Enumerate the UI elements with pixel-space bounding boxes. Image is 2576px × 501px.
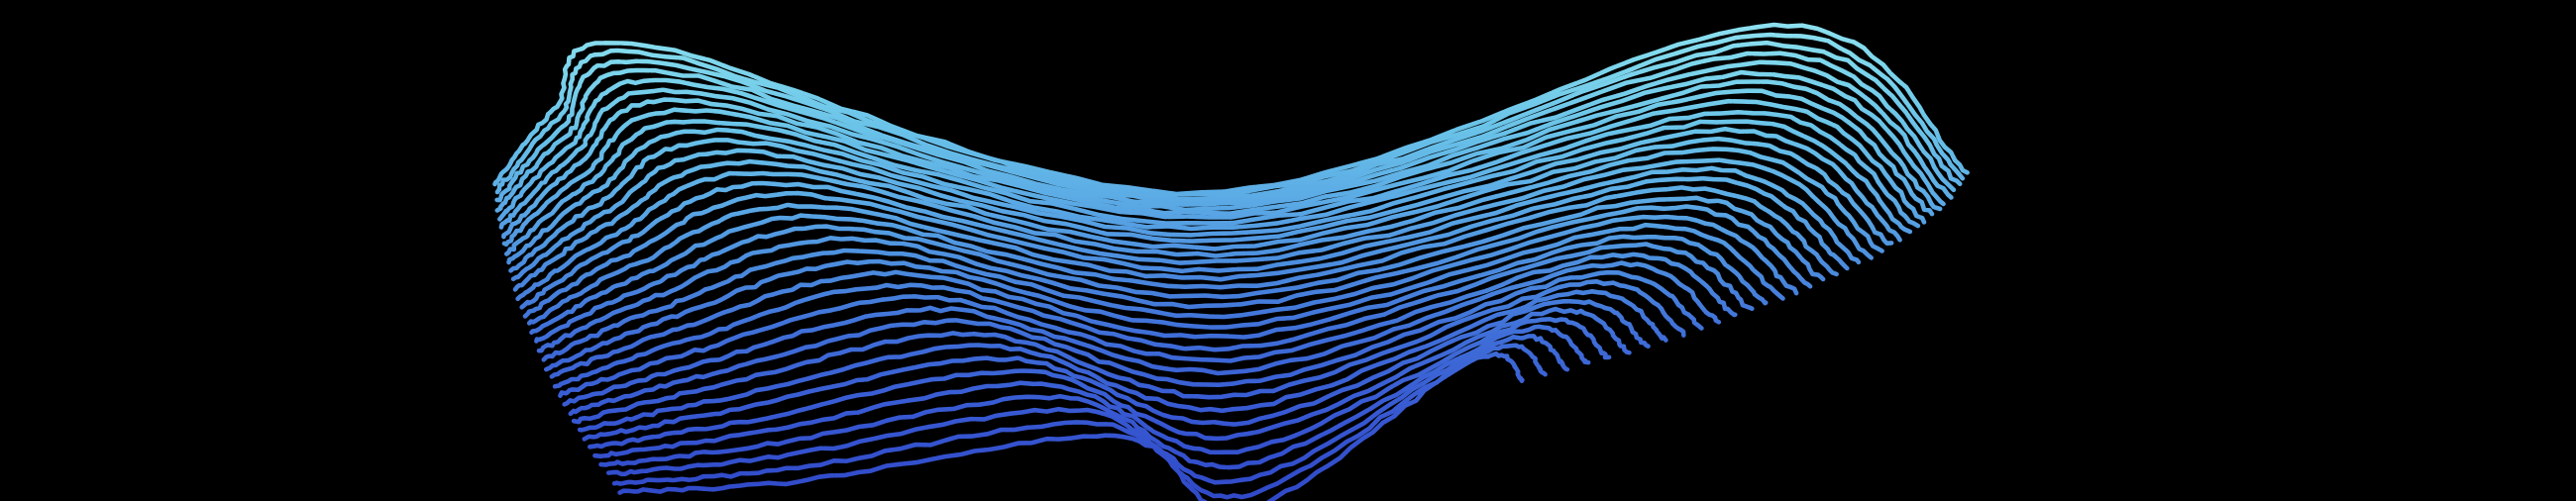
- wave-line: [592, 317, 1612, 459]
- wave-line: [515, 147, 1884, 302]
- wave-line: [562, 260, 1722, 407]
- wave-line: [541, 214, 1799, 362]
- wave-line: [552, 242, 1755, 389]
- wave-line: [526, 176, 1850, 326]
- wave-line: [529, 185, 1839, 335]
- wave-line: [606, 334, 1570, 485]
- wave-line: [501, 79, 1943, 240]
- wave-line: [598, 324, 1591, 470]
- wave-line: [508, 119, 1913, 273]
- wave-line: [571, 279, 1686, 425]
- wave-line: [501, 88, 1935, 248]
- wave-line: [512, 136, 1894, 292]
- wave-line: [588, 306, 1632, 450]
- wave-line: [504, 98, 1927, 256]
- wave-line: [536, 204, 1813, 353]
- wave-line: [494, 32, 1966, 198]
- wave-line: [617, 351, 1525, 501]
- wave-line: [544, 222, 1785, 372]
- wave-line: [506, 110, 1921, 265]
- wave-line: [498, 69, 1946, 230]
- wave-line: [576, 289, 1668, 433]
- wave-line: [582, 299, 1651, 442]
- wave-line: [558, 251, 1739, 398]
- wave-line: [568, 269, 1704, 417]
- wave-line: [534, 195, 1826, 344]
- wave-line: [519, 157, 1874, 310]
- wave-line: [497, 59, 1954, 222]
- wave-line: [494, 40, 1963, 203]
- wave-line: [548, 234, 1769, 380]
- wave-line: [510, 126, 1902, 282]
- wave-line: [522, 165, 1862, 319]
